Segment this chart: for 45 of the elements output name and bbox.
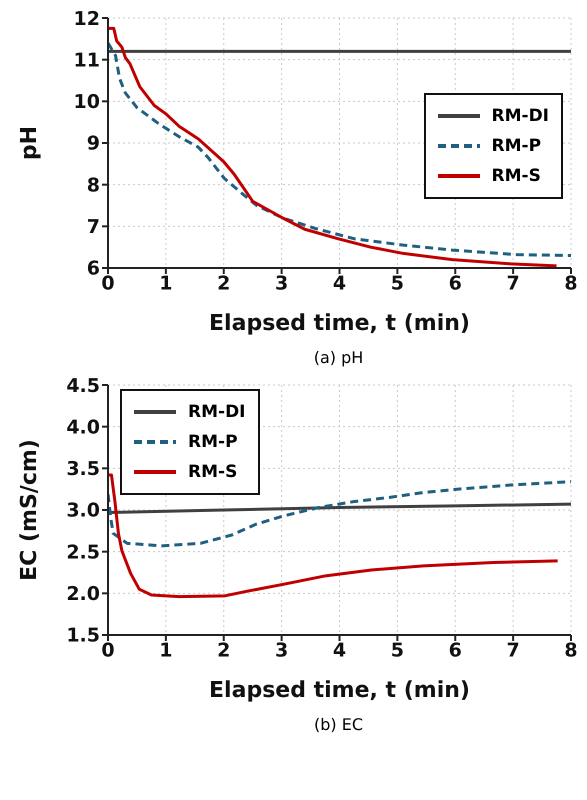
text: (b) EC (312, 715, 364, 734)
x-tick-label: 7 (506, 639, 520, 662)
text: (a) pH (312, 348, 364, 367)
legend-label: RM-S (188, 462, 238, 482)
y-tick-label: 11 (74, 49, 100, 72)
x-tick-label: 1 (159, 272, 172, 294)
x-tick-label: 2 (217, 272, 230, 294)
x-tick-label: 4 (332, 272, 346, 294)
legend-label: RM-DI (188, 402, 246, 422)
x-tick-label: 2 (217, 639, 230, 662)
x-tick-label: 6 (448, 272, 462, 294)
x-tick-label: 7 (506, 272, 520, 294)
x-tick-label: 0 (101, 272, 115, 294)
y-axis-title: EC (mS/cm) (17, 439, 42, 581)
x-tick-label: 4 (332, 639, 346, 662)
x-axis-title: Elapsed time, t (min) (209, 678, 470, 703)
y-tick-label: 4.0 (66, 416, 100, 438)
x-tick-label: 5 (390, 639, 404, 662)
y-tick-label: 10 (74, 91, 100, 114)
x-axis-title: Elapsed time, t (min) (209, 311, 470, 336)
legend-label: RM-S (492, 166, 541, 186)
y-tick-label: 2.5 (66, 541, 100, 564)
legend-label: RM-P (188, 432, 238, 452)
y-tick-label: 8 (86, 174, 100, 196)
x-tick-label: 8 (564, 639, 578, 662)
line-series (108, 480, 571, 548)
x-tick-label: 8 (564, 272, 578, 294)
y-tick-label: 7 (86, 216, 100, 238)
y-tick-label: 2.0 (66, 583, 100, 606)
legend-label: RM-P (492, 136, 542, 156)
x-tick-label: 0 (101, 639, 115, 662)
y-tick-label: 3.0 (66, 500, 100, 522)
x-tick-label: 5 (390, 272, 404, 294)
x-tick-label: 3 (275, 272, 288, 294)
y-tick-label: 1.5 (66, 624, 100, 647)
x-tick-label: 1 (159, 639, 172, 662)
y-axis-title: pH (17, 126, 42, 160)
x-tick-label: 6 (448, 639, 462, 662)
y-tick-label: 3.5 (66, 458, 100, 480)
x-tick-label: 3 (275, 639, 288, 662)
y-tick-label: 12 (74, 8, 100, 30)
y-tick-label: 6 (86, 258, 100, 280)
legend-label: RM-DI (492, 106, 549, 126)
y-tick-label: 9 (86, 132, 100, 155)
y-tick-label: 4.5 (66, 374, 100, 397)
